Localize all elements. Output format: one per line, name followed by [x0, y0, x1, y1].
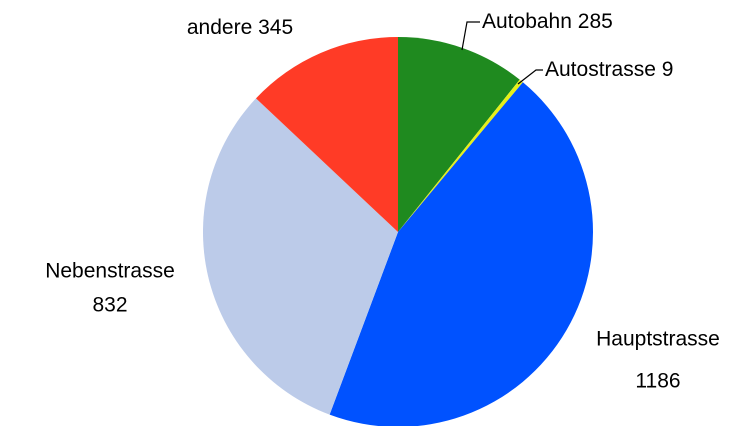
pie — [202, 36, 593, 426]
leader-line — [517, 69, 543, 85]
slice-label: Autostrasse 9 — [545, 58, 673, 81]
category-name: Autostrasse — [545, 58, 656, 81]
slice-label: andere 345 — [187, 16, 293, 39]
slice-value: 285 — [578, 10, 613, 33]
category-name: andere — [187, 16, 252, 39]
category-name: Hauptstrasse — [596, 328, 720, 351]
pie-slice — [398, 79, 523, 232]
pie-slice — [202, 98, 398, 415]
slice-value: 832 — [92, 294, 127, 317]
slice-value: 9 — [662, 58, 674, 81]
labels: Autobahn 285 Autostrasse 9 Hauptstrasse 118… — [45, 10, 720, 393]
slice-value: 345 — [258, 16, 293, 39]
slice-label: Autobahn 285 — [482, 10, 613, 33]
slice-value: 1186 — [635, 370, 680, 393]
pie-slice — [329, 82, 593, 426]
pie-slice — [398, 37, 520, 232]
leader-line — [461, 21, 480, 51]
category-name: Autobahn — [482, 10, 572, 33]
pie-slice — [255, 36, 398, 232]
category-name: Nebenstrasse — [45, 260, 175, 283]
